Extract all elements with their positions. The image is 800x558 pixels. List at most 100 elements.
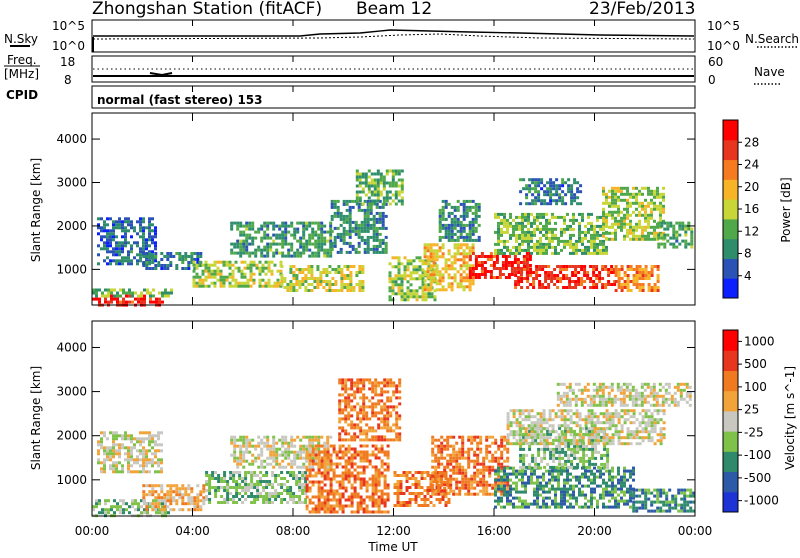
heatmap-cell [449, 475, 452, 478]
heatmap-cell [160, 508, 163, 511]
heatmap-cell [371, 185, 374, 188]
heatmap-cell [95, 292, 98, 295]
heatmap-cell [269, 454, 272, 457]
heatmap-cell [142, 440, 145, 443]
heatmap-cell [272, 457, 275, 460]
heatmap-cell [109, 262, 112, 265]
heatmap-cell [433, 279, 436, 282]
heatmap-cell [208, 267, 211, 270]
heatmap-cell [599, 234, 602, 237]
heatmap-cell [472, 221, 475, 224]
heatmap-cell [343, 230, 346, 233]
heatmap-cell [386, 423, 389, 426]
heatmap-cell [163, 508, 166, 511]
heatmap-cell [624, 286, 627, 289]
heatmap-cell [169, 261, 172, 264]
heatmap-cell [497, 473, 500, 476]
heatmap-cell [109, 244, 112, 247]
heatmap-cell [536, 225, 539, 228]
heatmap-cell [321, 472, 324, 475]
heatmap-cell [366, 505, 369, 508]
heatmap-cell [466, 224, 469, 227]
heatmap-cell [330, 484, 333, 487]
heatmap-cell [356, 197, 359, 200]
heatmap-cell [497, 228, 500, 231]
heatmap-cell [470, 493, 473, 496]
heatmap-cell [392, 283, 395, 286]
heatmap-cell [178, 255, 181, 258]
heatmap-cell [361, 271, 364, 274]
heatmap-cell [605, 202, 608, 205]
heatmap-cell [347, 432, 350, 435]
heatmap-cell [348, 448, 351, 451]
heatmap-cell [307, 271, 310, 274]
heatmap-cell [309, 472, 312, 475]
heatmap-cell [497, 252, 500, 255]
heatmap-cell [457, 209, 460, 212]
heatmap-cell [208, 270, 211, 273]
colorbar-segment [723, 199, 738, 219]
heatmap-cell [336, 463, 339, 466]
heatmap-cell [354, 481, 357, 484]
heatmap-cell [306, 505, 309, 508]
heatmap-cell [349, 224, 352, 227]
heatmap-cell [348, 469, 351, 472]
heatmap-cell [104, 502, 107, 505]
heatmap-cell [508, 276, 511, 279]
heatmap-cell [359, 420, 362, 423]
heatmap-cell [248, 442, 251, 445]
heatmap-cell [142, 467, 145, 470]
heatmap-cell [662, 211, 665, 214]
heatmap-cell [395, 280, 398, 283]
heatmap-cell [193, 264, 196, 267]
heatmap-cell [112, 250, 115, 253]
heatmap-cell [314, 439, 317, 442]
heatmap-cell [418, 483, 421, 486]
heatmap-cell [374, 185, 377, 188]
heatmap-cell [343, 221, 346, 224]
heatmap-cell [596, 231, 599, 234]
heatmap-cell [262, 498, 265, 501]
heatmap-cell [434, 478, 437, 481]
heatmap-cell [339, 484, 342, 487]
heatmap-cell [346, 233, 349, 236]
heatmap-cell [672, 231, 675, 234]
heatmap-cell [226, 498, 229, 501]
heatmap-cell [367, 200, 370, 203]
heatmap-cell [401, 188, 404, 191]
heatmap-cell [454, 246, 457, 249]
heatmap-cell [338, 432, 341, 435]
heatmap-cell [350, 420, 353, 423]
heatmap-cell [475, 203, 478, 206]
heatmap-cell [526, 261, 529, 264]
heatmap-cell [301, 474, 304, 477]
heatmap-cell [518, 246, 521, 249]
heatmap-cell [301, 492, 304, 495]
heatmap-cell [395, 396, 398, 399]
heatmap-cell [334, 203, 337, 206]
heatmap-cell [333, 469, 336, 472]
heatmap-cell [379, 227, 382, 230]
heatmap-cell [262, 270, 265, 273]
heatmap-cell [545, 252, 548, 255]
heatmap-cell [109, 238, 112, 241]
heatmap-cell [121, 464, 124, 467]
heatmap-cell [119, 301, 122, 304]
heatmap-cell [401, 182, 404, 185]
heatmap-cell [280, 265, 283, 268]
heatmap-cell [346, 274, 349, 277]
heatmap-cell [398, 432, 401, 435]
heatmap-cell [482, 475, 485, 478]
heatmap-cell [445, 267, 448, 270]
heatmap-cell [519, 178, 522, 181]
heatmap-cell [202, 279, 205, 282]
heatmap-cell [527, 213, 530, 216]
date-label: 23/Feb/2013 [589, 0, 695, 19]
heatmap-cell [241, 486, 244, 489]
heatmap-cell [196, 496, 199, 499]
heatmap-cell [326, 249, 329, 252]
heatmap-cell [118, 470, 121, 473]
heatmap-cell [572, 243, 575, 246]
heatmap-cell [289, 492, 292, 495]
heatmap-cell [610, 271, 613, 274]
